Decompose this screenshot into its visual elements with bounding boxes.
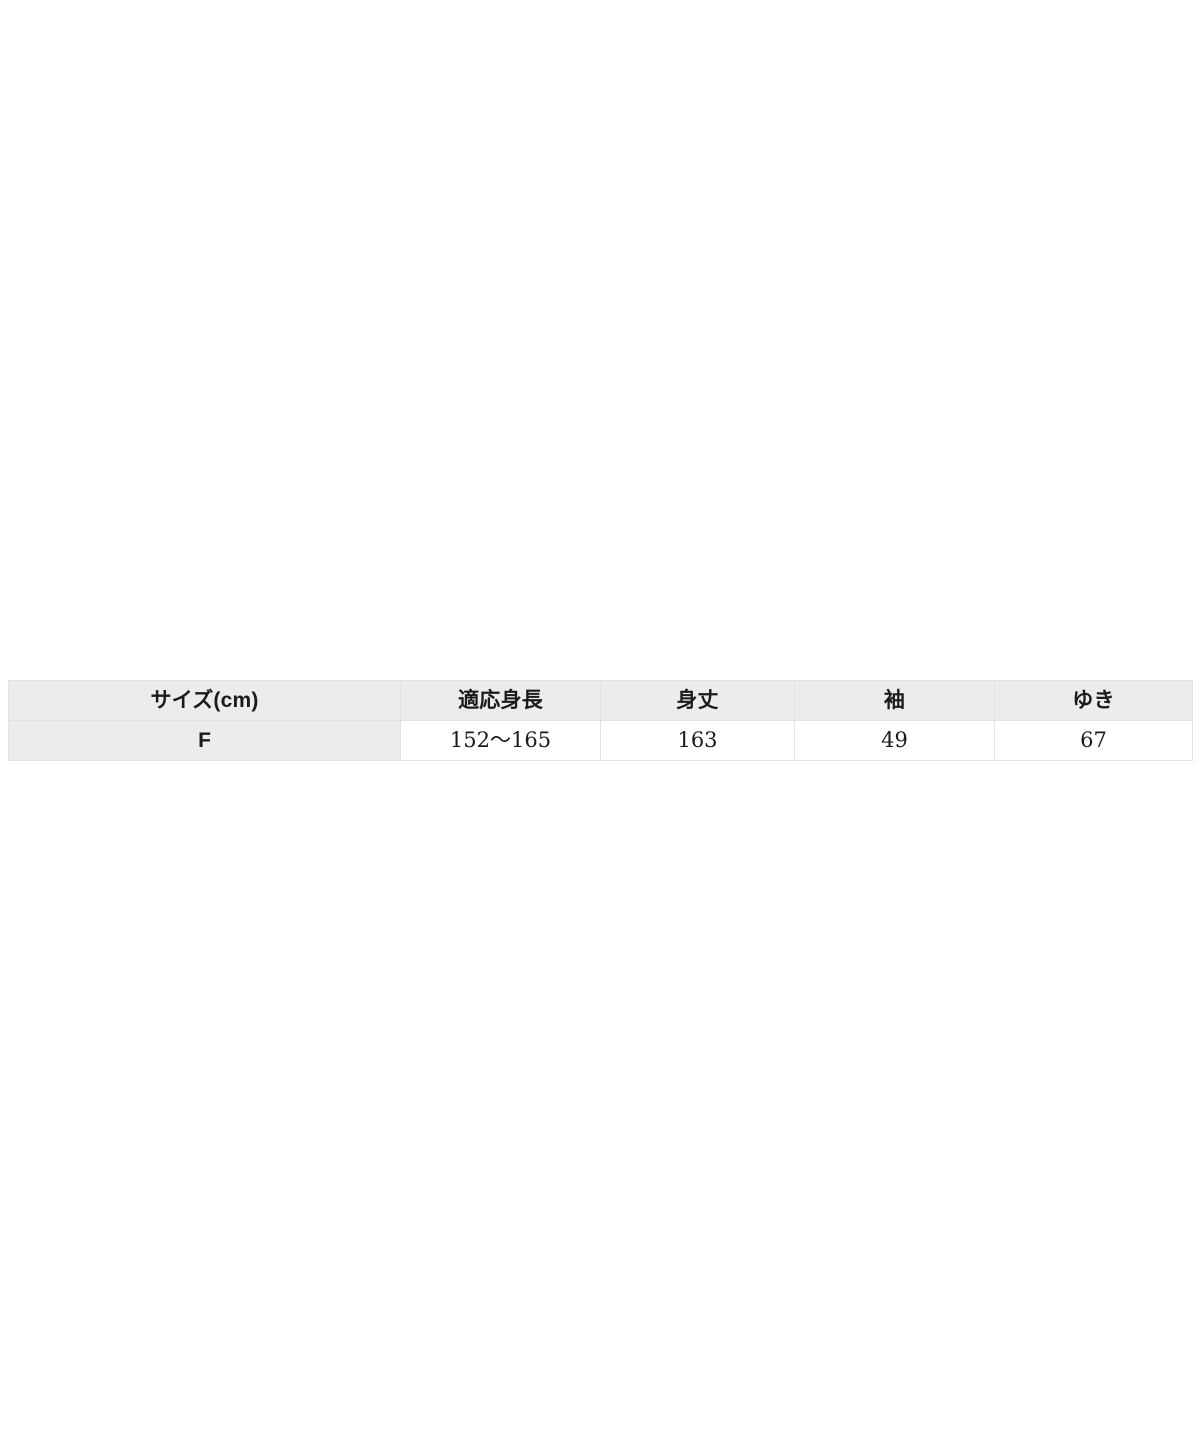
- column-header-length: 身丈: [600, 680, 795, 721]
- cell-size: F: [8, 720, 401, 761]
- size-chart-container: サイズ(cm) 適応身長 身丈 袖 ゆき F 152〜165 163 49 67: [8, 680, 1193, 761]
- size-chart-header: サイズ(cm) 適応身長 身丈 袖 ゆき: [8, 680, 1193, 721]
- cell-length: 163: [600, 720, 795, 761]
- size-chart-table: サイズ(cm) 適応身長 身丈 袖 ゆき F 152〜165 163 49 67: [8, 680, 1193, 761]
- cell-yuki: 67: [994, 720, 1193, 761]
- table-header-row: サイズ(cm) 適応身長 身丈 袖 ゆき: [8, 680, 1193, 721]
- column-header-height: 適応身長: [400, 680, 601, 721]
- column-header-sleeve: 袖: [794, 680, 995, 721]
- cell-height: 152〜165: [400, 720, 601, 761]
- size-chart-body: F 152〜165 163 49 67: [8, 720, 1193, 761]
- column-header-size: サイズ(cm): [8, 680, 401, 721]
- cell-sleeve: 49: [794, 720, 995, 761]
- column-header-yuki: ゆき: [994, 680, 1193, 721]
- table-row: F 152〜165 163 49 67: [8, 720, 1193, 761]
